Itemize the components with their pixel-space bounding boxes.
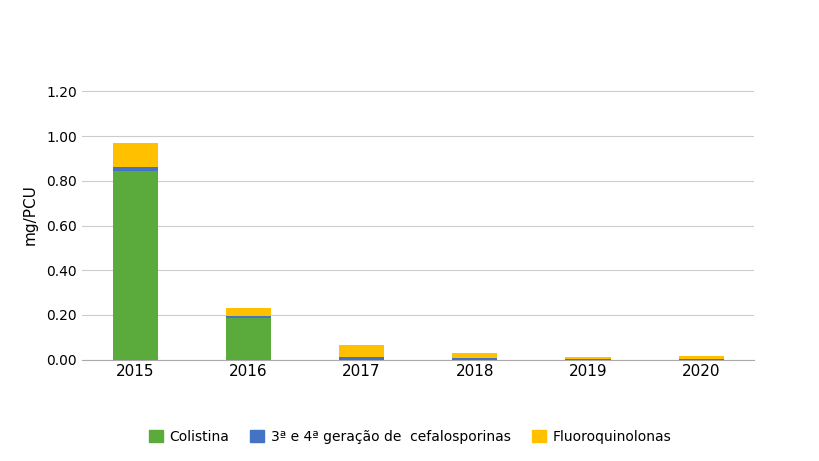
- Bar: [338, 345, 384, 357]
- Y-axis label: mg/PCU: mg/PCU: [23, 184, 38, 245]
- Bar: [225, 307, 271, 316]
- Bar: [112, 171, 157, 360]
- Bar: [112, 167, 157, 171]
- Legend: Colistina, 3ª e 4ª geração de  cefalosporinas, Fluoroquinolonas: Colistina, 3ª e 4ª geração de cefalospor…: [143, 424, 676, 449]
- Bar: [112, 142, 157, 167]
- Bar: [451, 358, 497, 360]
- Bar: [225, 318, 271, 360]
- Bar: [678, 355, 723, 359]
- Bar: [225, 316, 271, 318]
- Bar: [451, 353, 497, 358]
- Bar: [338, 357, 384, 360]
- Bar: [564, 357, 610, 359]
- Bar: [678, 359, 723, 360]
